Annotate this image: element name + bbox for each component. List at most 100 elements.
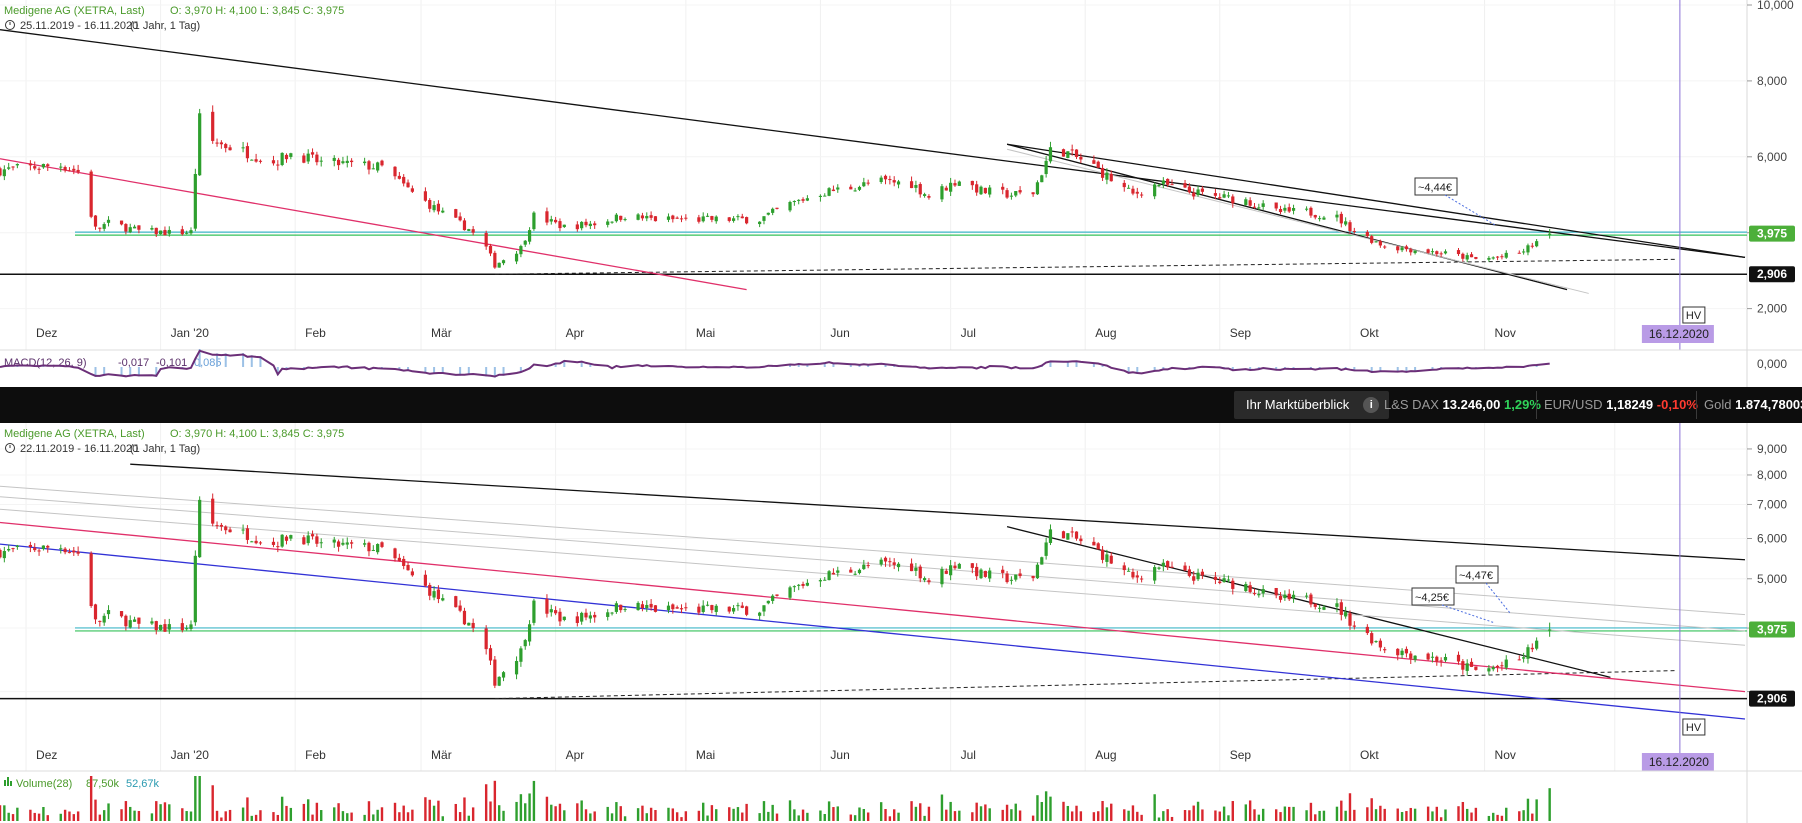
volume-bar xyxy=(129,806,132,821)
market-overview-button[interactable]: Ihr Marktüberblick i xyxy=(1234,391,1390,419)
candle-body xyxy=(1339,213,1343,224)
candle-body xyxy=(0,168,2,176)
price-chart-linear[interactable]: Dez Jan '20 Feb Mär Apr Mai Jun Jul Aug Sep Okt Nov… xyxy=(0,0,1802,387)
candle-body xyxy=(953,565,957,569)
candle-body xyxy=(762,605,766,612)
candle-body xyxy=(367,542,371,552)
macd-histogram-bar xyxy=(502,367,505,376)
candle-body xyxy=(970,563,974,568)
volume-bar xyxy=(1335,806,1339,821)
candle-body xyxy=(302,155,306,163)
volume-bar xyxy=(1162,811,1165,821)
candle-body xyxy=(1461,661,1465,670)
ticker-item-gold[interactable]: Gold 1.874,78003 xyxy=(1704,387,1802,423)
volume-bar xyxy=(1001,809,1004,821)
candle-body xyxy=(228,147,232,151)
volume-bar xyxy=(728,807,731,821)
candle-body xyxy=(970,180,974,186)
month-label: Apr xyxy=(566,748,585,762)
volume-bar xyxy=(1465,808,1469,821)
candle-body xyxy=(1535,241,1539,247)
candle-body xyxy=(922,194,927,196)
volume-bar xyxy=(1222,806,1226,821)
candle-body xyxy=(376,544,380,553)
candle-body xyxy=(1443,251,1448,254)
price-chart-log[interactable]: Dez Jan '20 Feb Mär Apr Mai Jun Jul Aug Sep Okt Nov… xyxy=(0,423,1802,823)
candle-body xyxy=(988,187,992,195)
candle-body xyxy=(397,557,401,561)
volume-bar xyxy=(984,804,987,821)
volume-bar xyxy=(853,815,857,821)
macd-histogram-bar xyxy=(103,367,106,376)
info-icon[interactable]: i xyxy=(1363,397,1380,413)
candle-body xyxy=(792,201,796,203)
volume-bar xyxy=(745,803,748,821)
ticker-item-eurusd[interactable]: EUR/USD 1,18249 -0,10% xyxy=(1544,387,1698,423)
candle-body xyxy=(46,545,50,548)
candle-body xyxy=(1226,579,1231,581)
candle-body xyxy=(332,157,336,161)
volume-bar xyxy=(315,802,319,821)
candle-body xyxy=(180,623,184,631)
candle-body xyxy=(1127,570,1131,572)
candle-body xyxy=(857,186,862,190)
macd-histogram-bar xyxy=(276,367,279,376)
volume-bar xyxy=(489,801,492,821)
candle-body xyxy=(549,219,553,222)
volume-bar xyxy=(155,801,158,821)
volume-bar xyxy=(89,776,93,821)
candle-body xyxy=(189,624,193,629)
candle-body xyxy=(1252,593,1257,595)
volume-bar xyxy=(680,817,683,821)
month-label: Mär xyxy=(431,748,452,762)
candle-body xyxy=(185,232,189,234)
volume-bar xyxy=(715,809,718,821)
candle-body xyxy=(649,215,653,218)
candle-body xyxy=(1404,246,1409,250)
volume-bar xyxy=(1522,810,1525,821)
candle-body xyxy=(1001,569,1005,573)
y-tick-label: 5,000 xyxy=(1757,572,1787,586)
volume-bar xyxy=(1070,811,1074,821)
volume-bar xyxy=(1370,798,1373,821)
volume-bar xyxy=(649,807,653,821)
candle-body xyxy=(1287,593,1291,600)
candle-body xyxy=(397,175,401,179)
candle-body xyxy=(89,553,93,607)
candle-body xyxy=(606,612,610,617)
candle-body xyxy=(488,648,493,661)
macd-histogram-bar xyxy=(424,367,427,374)
candle-body xyxy=(1409,249,1413,253)
ticker-item-dax[interactable]: L&S DAX 13.246,00 1,29% xyxy=(1384,387,1541,423)
volume-bar xyxy=(1518,811,1521,821)
volume-bar xyxy=(684,811,688,821)
volume-bar xyxy=(558,803,562,821)
candle-body xyxy=(849,569,853,573)
candle-body xyxy=(558,611,562,622)
candle-body xyxy=(727,606,731,612)
volume-bar xyxy=(211,785,214,821)
month-label: Jun xyxy=(830,326,849,340)
candle-body xyxy=(2,169,6,177)
candle-body xyxy=(493,252,497,268)
candle-body xyxy=(1370,633,1374,644)
candle-body xyxy=(1322,607,1326,610)
candle-body xyxy=(310,534,315,537)
candle-body xyxy=(1465,663,1469,671)
candle-body xyxy=(15,164,19,166)
volume-bar xyxy=(254,814,258,821)
candle-body xyxy=(467,622,471,626)
month-label: Dez xyxy=(36,748,57,762)
candle-body xyxy=(1079,538,1083,542)
candle-body xyxy=(72,168,76,171)
candle-body xyxy=(167,229,171,234)
candle-body xyxy=(423,191,427,201)
trend-line-gray xyxy=(0,508,1746,646)
volume-bar xyxy=(42,807,45,821)
price-target-pointer xyxy=(1441,604,1496,624)
volume-bar xyxy=(953,811,957,821)
ohlc-readout: O: 3,970 H: 4,100 L: 3,845 C: 3,975 xyxy=(170,428,344,440)
candle-body xyxy=(823,195,827,197)
period-label: 25.11.2019 - 16.11.2020 xyxy=(20,20,138,32)
macd-histogram-bar xyxy=(120,367,123,377)
